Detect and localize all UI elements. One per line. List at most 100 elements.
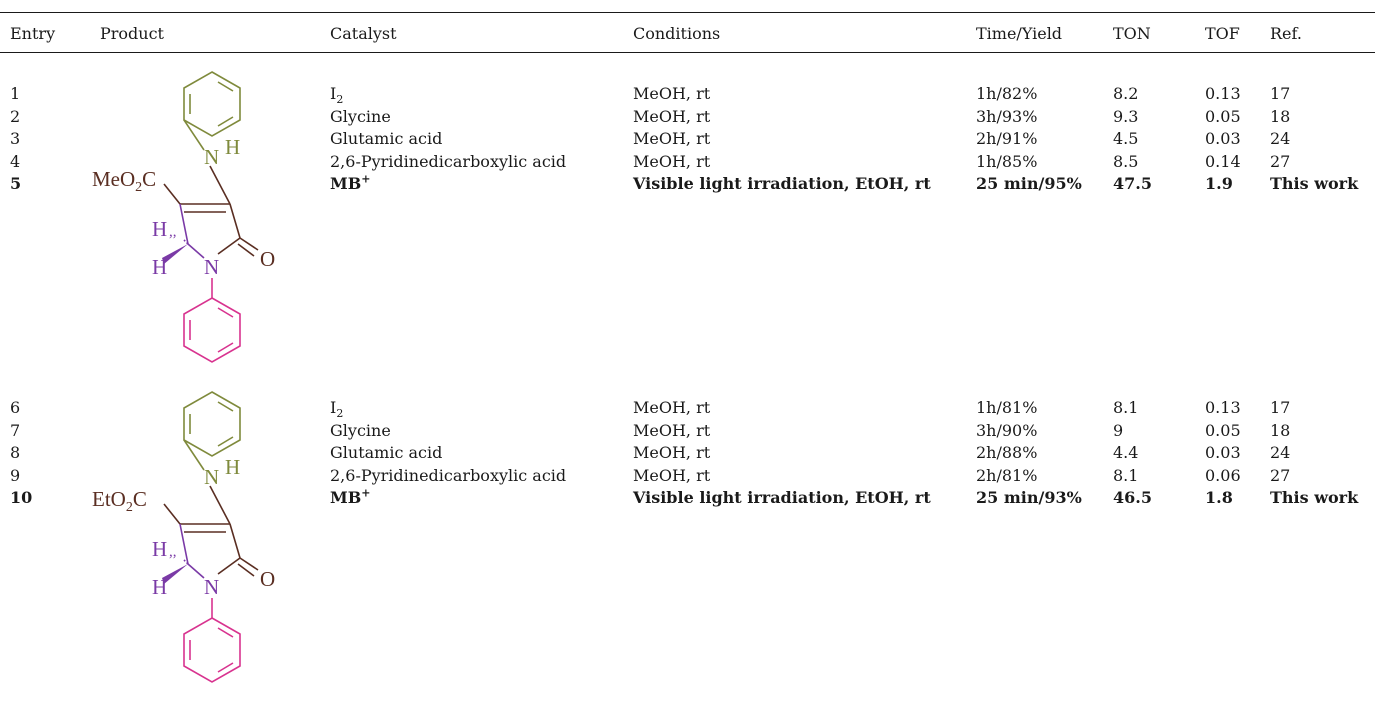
cell-ton: 46.5 xyxy=(1113,488,1152,507)
cell-tof: 0.14 xyxy=(1205,151,1241,171)
cell-time-yield: 25 min/93% xyxy=(976,488,1082,507)
cell-entry: 5 xyxy=(10,174,22,193)
catalyst-superscript: + xyxy=(361,172,371,186)
cell-tof: 0.05 xyxy=(1205,420,1241,440)
hydrogen-bottom-label: H xyxy=(152,255,167,279)
lactam-ring xyxy=(163,165,259,257)
ester-label: EtO2C xyxy=(92,487,147,515)
cell-tof: 0.05 xyxy=(1205,106,1241,126)
cell-ton: 9.3 xyxy=(1113,106,1139,126)
cell-conditions: Visible light irradiation, EtOH, rt xyxy=(633,488,931,507)
catalyst-subscript: 2 xyxy=(336,407,344,421)
cell-time-yield: 2h/88% xyxy=(976,443,1038,462)
hydrogen-top-bond: ,, xyxy=(169,224,177,240)
header-tof: TOF xyxy=(1205,24,1240,43)
cell-conditions: Visible light irradiation, EtOH, rt xyxy=(633,174,931,193)
cell-catalyst: 2,6-Pyridinedicarboxylic acid xyxy=(330,466,566,486)
cell-time-yield: 3h/93% xyxy=(976,106,1038,126)
product-structure-1: N H MeO2C H ,, H N O xyxy=(92,71,275,363)
cell-catalyst: Glycine xyxy=(330,107,391,127)
header-catalyst: Catalyst xyxy=(330,24,397,43)
cell-catalyst: MB+ xyxy=(330,174,370,194)
header-product: Product xyxy=(100,24,164,43)
aniline-ring xyxy=(183,71,241,151)
ring-n-label: N xyxy=(204,255,219,279)
cell-conditions: MeOH, rt xyxy=(633,465,711,485)
n-phenyl-ring xyxy=(183,278,241,363)
cell-ton: 47.5 xyxy=(1113,174,1152,193)
cell-ton: 8.2 xyxy=(1113,84,1139,103)
cell-ref: 18 xyxy=(1270,106,1291,126)
cell-ref: This work xyxy=(1270,174,1359,193)
hydrogen-top-label: H xyxy=(152,217,167,241)
cell-entry: 8 xyxy=(10,443,21,462)
product-structure-2: N H EtO2C H ,, H N O xyxy=(92,391,275,683)
cell-catalyst: Glutamic acid xyxy=(330,129,442,149)
n-phenyl-ring xyxy=(183,598,241,683)
cell-ref: 24 xyxy=(1270,129,1291,148)
cell-ref: 17 xyxy=(1270,398,1291,417)
cell-conditions: MeOH, rt xyxy=(633,106,711,126)
lactam-ring xyxy=(163,485,259,577)
carbonyl-o-label: O xyxy=(260,567,275,591)
header-ton: TON xyxy=(1113,24,1151,43)
cell-tof: 0.13 xyxy=(1205,84,1241,103)
carbonyl-o-label: O xyxy=(260,247,275,271)
cell-ton: 8.1 xyxy=(1113,465,1139,485)
aniline-h-label: H xyxy=(225,455,240,479)
hydrogen-top-label: H xyxy=(152,537,167,561)
cell-tof: 0.06 xyxy=(1205,465,1241,485)
cell-catalyst: Glutamic acid xyxy=(330,443,442,463)
cell-conditions: MeOH, rt xyxy=(633,84,711,103)
cell-tof: 0.13 xyxy=(1205,398,1241,417)
cell-ton: 4.5 xyxy=(1113,129,1139,148)
cell-conditions: MeOH, rt xyxy=(633,420,711,440)
cell-time-yield: 1h/85% xyxy=(976,151,1038,171)
cell-time-yield: 2h/81% xyxy=(976,465,1038,485)
header-entry: Entry xyxy=(10,24,56,43)
cell-entry: 6 xyxy=(10,398,21,417)
cell-time-yield: 1h/82% xyxy=(976,84,1038,103)
catalyst-name: Glutamic acid xyxy=(330,443,443,462)
cell-conditions: MeOH, rt xyxy=(633,443,711,462)
cell-conditions: MeOH, rt xyxy=(633,151,711,171)
cell-ton: 9 xyxy=(1113,420,1124,440)
cell-catalyst: 2,6-Pyridinedicarboxylic acid xyxy=(330,152,566,172)
cell-entry: 4 xyxy=(10,151,21,171)
header-conditions: Conditions xyxy=(633,24,721,43)
catalyst-superscript: + xyxy=(361,486,371,500)
catalyst-name: I xyxy=(330,398,337,417)
stereo-center xyxy=(162,523,205,584)
cell-catalyst: I2 xyxy=(330,398,344,421)
aniline-h-label: H xyxy=(225,135,240,159)
cell-ref: 18 xyxy=(1270,420,1291,440)
hydrogen-top-bond: ,, xyxy=(169,544,177,560)
catalyst-name: Glycine xyxy=(330,420,391,440)
cell-ton: 8.1 xyxy=(1113,398,1139,417)
cell-ref: 24 xyxy=(1270,443,1291,462)
cell-catalyst: MB+ xyxy=(330,488,370,508)
cell-entry: 7 xyxy=(10,420,21,440)
ring-n-label: N xyxy=(204,575,219,599)
cell-tof: 0.03 xyxy=(1205,129,1241,148)
catalyst-name: Glycine xyxy=(330,106,391,126)
header-time-yield: Time/Yield xyxy=(976,24,1063,43)
cell-time-yield: 25 min/95% xyxy=(976,174,1082,193)
cell-ref: 17 xyxy=(1270,84,1291,103)
hydrogen-bottom-label: H xyxy=(152,575,167,599)
cell-tof: 1.8 xyxy=(1205,488,1233,507)
header-rule xyxy=(0,52,1375,53)
cell-ref: This work xyxy=(1270,488,1359,507)
cell-tof: 0.03 xyxy=(1205,443,1241,462)
cell-time-yield: 1h/81% xyxy=(976,398,1038,417)
aniline-n-label: N xyxy=(204,465,219,489)
cell-entry: 1 xyxy=(10,84,21,103)
cell-tof: 1.9 xyxy=(1205,174,1233,193)
top-rule xyxy=(0,12,1375,13)
aniline-ring xyxy=(183,391,241,471)
catalyst-subscript: 2 xyxy=(336,93,344,107)
header-ref: Ref. xyxy=(1270,24,1302,43)
cell-conditions: MeOH, rt xyxy=(633,398,711,417)
cell-catalyst: Glycine xyxy=(330,421,391,441)
aniline-n-label: N xyxy=(204,145,219,169)
